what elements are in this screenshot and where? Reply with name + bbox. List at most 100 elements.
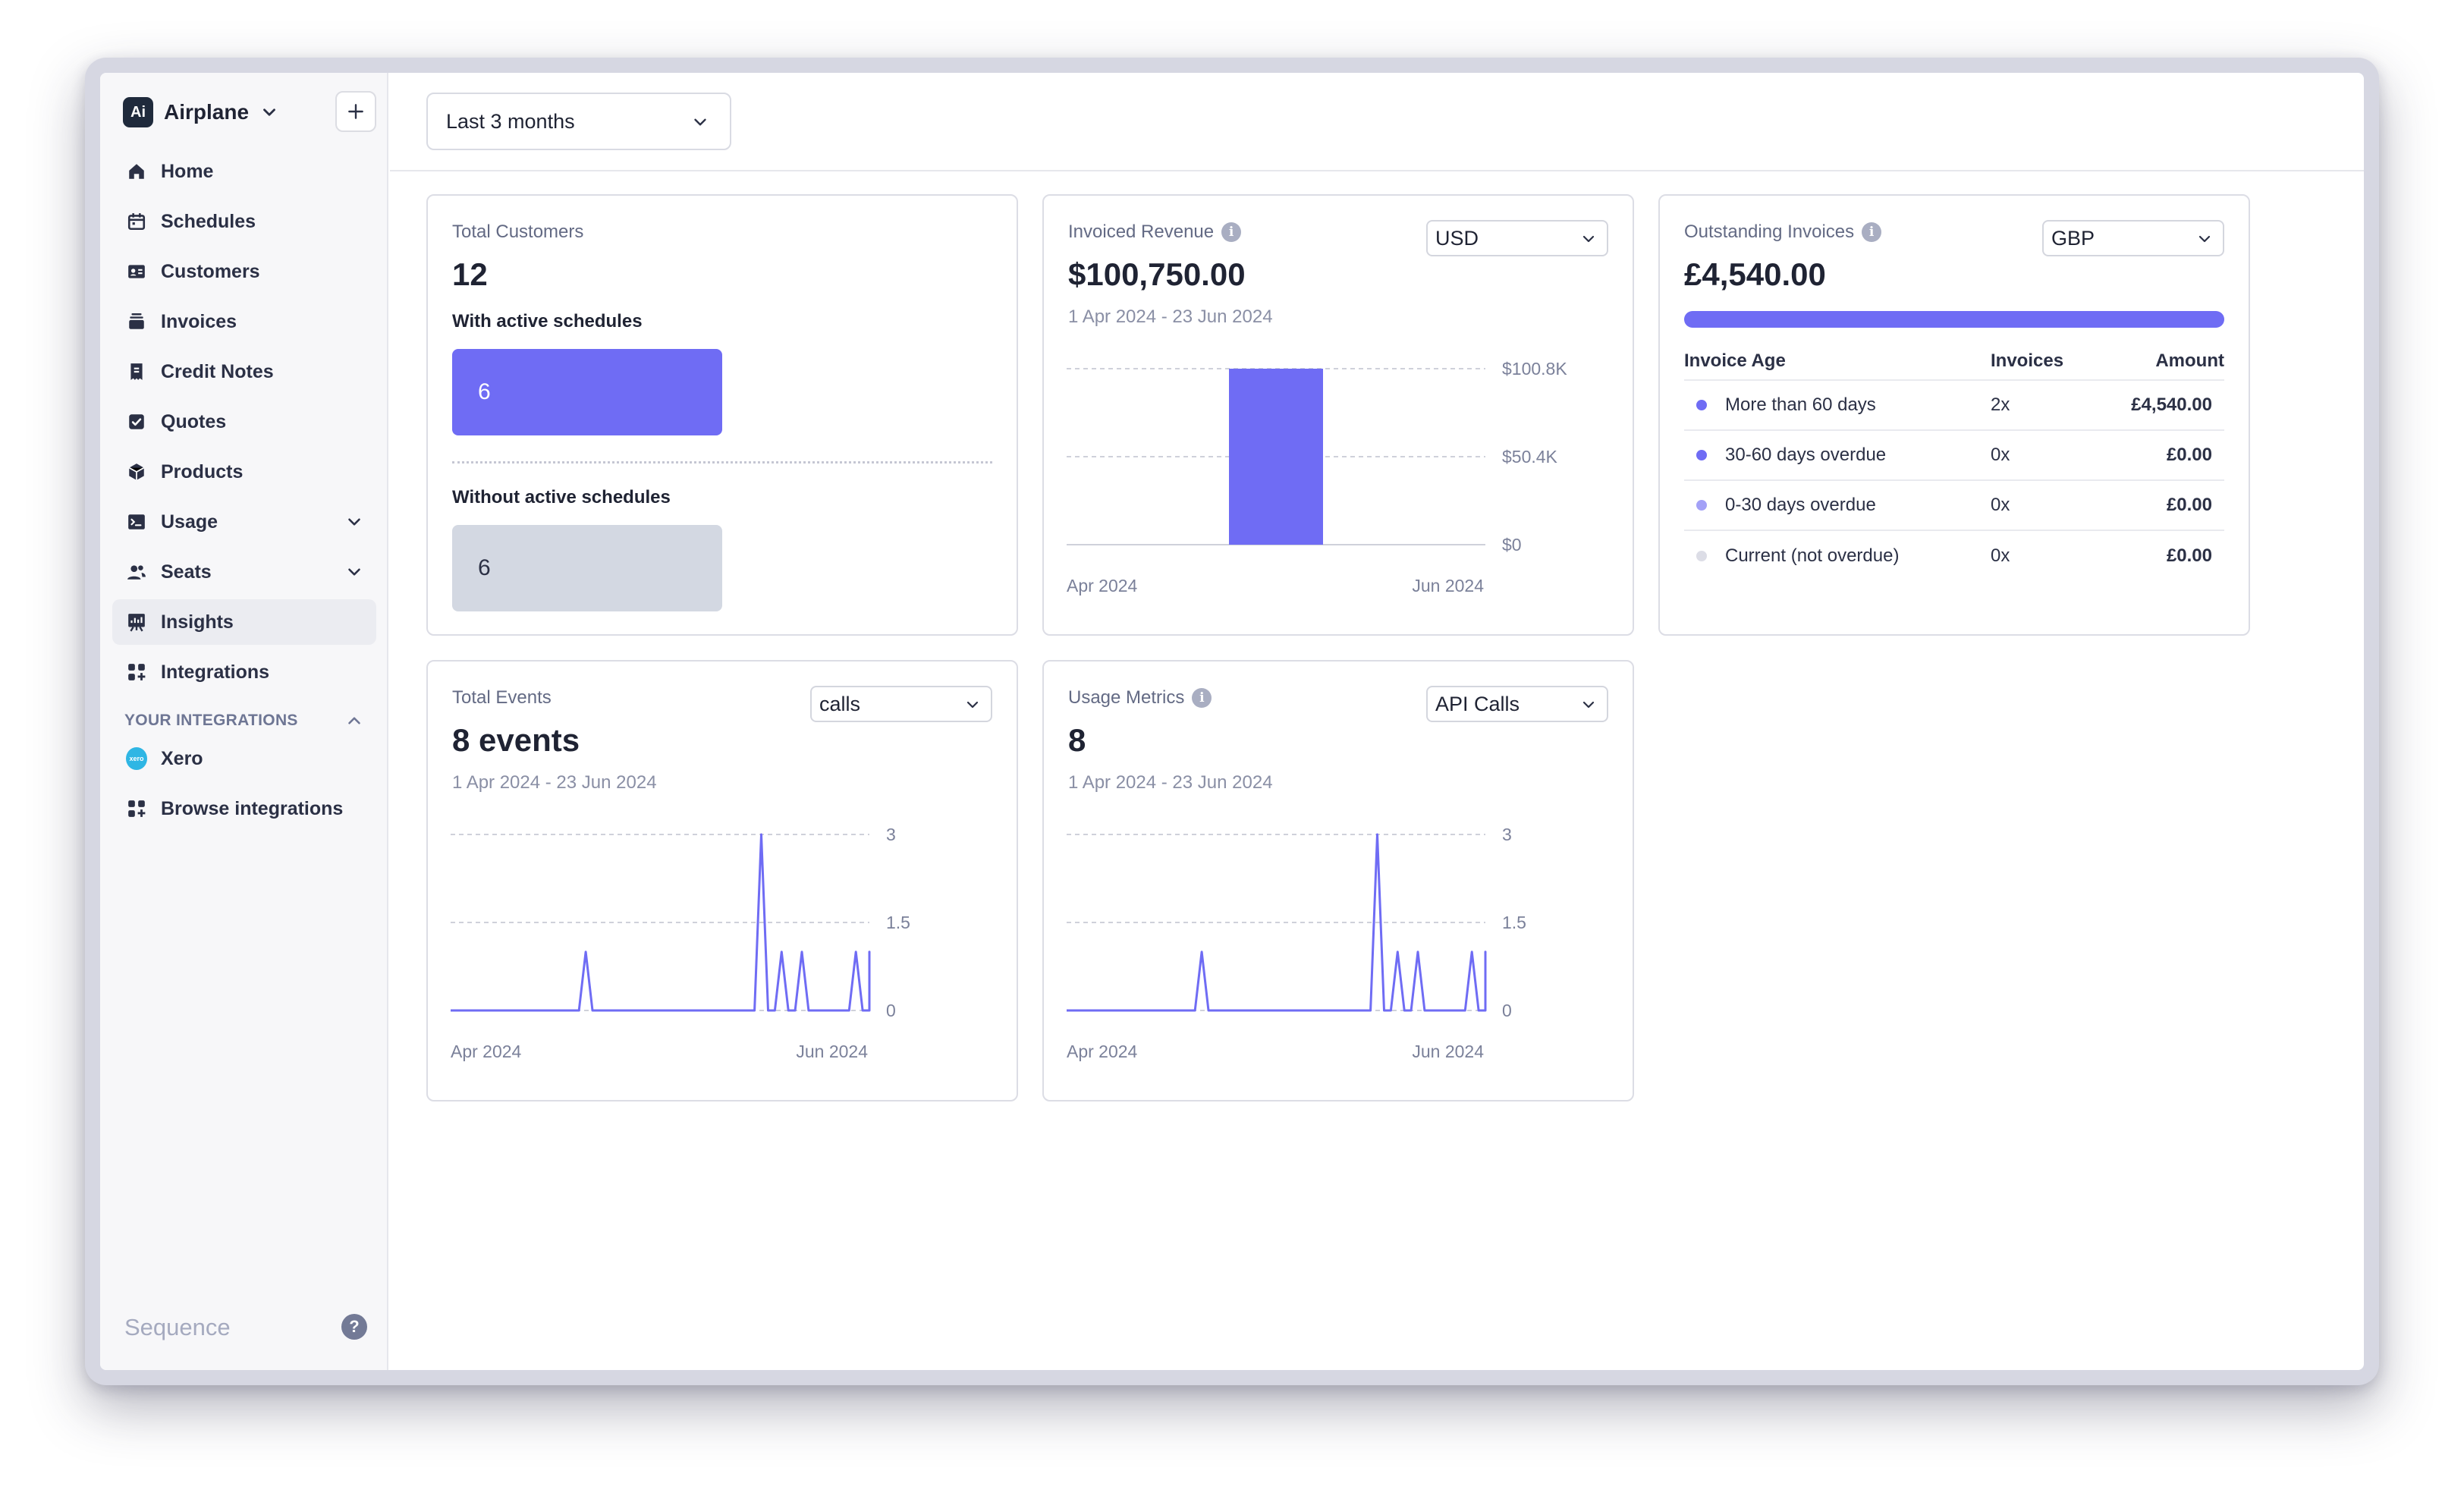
chevron-down-icon — [1582, 701, 1595, 709]
date-range-select[interactable]: Last 3 months — [426, 93, 731, 150]
card-title-text: Total Events — [452, 687, 552, 708]
sidebar-item-home[interactable]: Home — [112, 149, 376, 194]
outstanding-value: £4,540.00 — [1684, 256, 1826, 292]
integrations-section-title: YOUR INTEGRATIONS — [124, 712, 298, 729]
date-range-label: 1 Apr 2024 - 23 Jun 2024 — [1068, 772, 1273, 793]
chevron-down-icon — [1582, 235, 1595, 243]
card-title: Total Events — [452, 687, 552, 709]
sidebar-item-label: Invoices — [161, 310, 237, 332]
y-tick-label: $0 — [1502, 535, 1522, 555]
integrations-section-header[interactable]: YOUR INTEGRATIONS — [112, 706, 376, 736]
sidebar-item-label: Seats — [161, 561, 212, 583]
currency-select[interactable]: GBP — [2042, 220, 2224, 256]
sidebar: Ai Airplane Home Schedules Customers Inv… — [100, 73, 388, 1370]
sidebar-item-seats[interactable]: Seats — [112, 549, 376, 595]
credit-note-icon — [126, 361, 147, 382]
info-icon[interactable]: i — [1862, 222, 1882, 242]
row-age: 30-60 days overdue — [1725, 445, 1887, 465]
event-unit-select[interactable]: calls — [810, 686, 992, 722]
y-tick-label: 1.5 — [886, 913, 910, 932]
sidebar-item-label: Home — [161, 160, 214, 182]
users-icon — [126, 561, 147, 583]
info-icon[interactable]: i — [1192, 688, 1212, 708]
column-header: Invoice Age — [1684, 350, 1786, 371]
sidebar-item-label: Credit Notes — [161, 360, 274, 382]
table-row: Current (not overdue) 0x £0.00 — [1684, 531, 2224, 581]
sidebar-item-integrations[interactable]: Integrations — [112, 649, 376, 695]
sidebar-item-schedules[interactable]: Schedules — [112, 199, 376, 244]
x-tick-label: Jun 2024 — [1412, 1042, 1484, 1061]
invoiced-revenue-card: Invoiced Revenue i USD $100,750.00 1 Apr… — [1042, 194, 1634, 636]
chevron-down-icon[interactable] — [344, 562, 364, 582]
sidebar-item-usage[interactable]: Usage — [112, 499, 376, 545]
total-events-card: Total Events calls 8 events 1 Apr 2024 -… — [426, 660, 1018, 1101]
home-icon — [126, 161, 147, 182]
sidebar-item-xero[interactable]: xero Xero — [112, 736, 376, 781]
chevron-up-icon[interactable] — [344, 711, 364, 731]
chevron-down-icon — [2198, 235, 2211, 243]
card-title: Outstanding Invoices i — [1684, 222, 1882, 243]
without-schedules-label: Without active schedules — [452, 487, 671, 508]
sidebar-item-label: Xero — [161, 747, 203, 769]
column-header: Invoices — [1991, 350, 2064, 371]
add-button[interactable] — [335, 91, 376, 132]
usage-metrics-chart: 0 1.5 3 Apr 2024 Jun 2024 — [1067, 825, 1526, 1061]
chevron-down-icon — [694, 118, 706, 126]
card-title: Invoiced Revenue i — [1068, 222, 1242, 243]
card-title-text: Usage Metrics — [1068, 687, 1185, 708]
card-title: Total Customers — [452, 222, 583, 243]
currency-select[interactable]: USD — [1426, 220, 1608, 256]
row-amount: £4,540.00 — [2131, 394, 2212, 415]
sidebar-item-credit-notes[interactable]: Credit Notes — [112, 349, 376, 394]
sidebar-item-quotes[interactable]: Quotes — [112, 399, 376, 445]
table-row: More than 60 days 2x £4,540.00 — [1684, 381, 2224, 431]
series-line — [451, 833, 871, 1012]
currency-value: GBP — [2051, 226, 2095, 250]
y-tick-label: $50.4K — [1502, 447, 1558, 467]
with-schedules-value: 6 — [478, 379, 491, 404]
org-logo: Ai — [123, 97, 153, 127]
with-schedules-bar[interactable]: 6 — [452, 349, 722, 435]
app-frame: Ai Airplane Home Schedules Customers Inv… — [100, 73, 2364, 1370]
xero-logo-icon: xero — [126, 747, 147, 770]
row-count: 0x — [1991, 445, 2010, 465]
sidebar-item-label: Quotes — [161, 410, 227, 432]
row-amount: £0.00 — [2166, 495, 2212, 515]
sidebar-item-label: Customers — [161, 260, 260, 282]
outstanding-invoices-card: Outstanding Invoices i GBP £4,540.00 Inv… — [1658, 194, 2250, 636]
card-title: Usage Metrics i — [1068, 687, 1212, 709]
sidebar-item-invoices[interactable]: Invoices — [112, 299, 376, 344]
without-schedules-value: 6 — [478, 555, 491, 580]
usage-metrics-value: 8 — [1068, 722, 1086, 758]
row-count: 2x — [1991, 394, 2010, 415]
metric-value: API Calls — [1435, 692, 1520, 715]
plus-icon — [348, 104, 363, 119]
x-tick-label: Jun 2024 — [1412, 576, 1484, 596]
event-unit-value: calls — [819, 692, 861, 715]
brand-logo-text: Sequence — [124, 1314, 231, 1340]
row-amount: £0.00 — [2166, 545, 2212, 566]
org-switcher[interactable]: Ai Airplane — [123, 94, 279, 130]
date-range-value: Last 3 months — [446, 109, 575, 133]
info-icon[interactable]: i — [1221, 222, 1242, 242]
table-row: 30-60 days overdue 0x £0.00 — [1684, 431, 2224, 481]
total-customers-card: Total Customers 12 With active schedules… — [426, 194, 1018, 636]
sidebar-item-browse-integrations[interactable]: Browse integrations — [112, 786, 376, 831]
row-age: Current (not overdue) — [1725, 545, 1900, 566]
chart-board-icon — [126, 611, 147, 633]
sidebar-item-customers[interactable]: Customers — [112, 249, 376, 294]
help-icon[interactable]: ? — [341, 1314, 367, 1340]
terminal-icon — [126, 511, 147, 533]
xero-logo-text: xero — [126, 747, 147, 770]
without-schedules-bar[interactable]: 6 — [452, 525, 722, 611]
sidebar-item-insights[interactable]: Insights — [112, 599, 376, 645]
column-header: Amount — [2155, 350, 2224, 371]
sidebar-item-products[interactable]: Products — [112, 449, 376, 495]
invoiced-revenue-chart: $0 $50.4K $100.8K Apr 2024 Jun 2024 — [1067, 359, 1567, 596]
row-count: 0x — [1991, 545, 2010, 566]
y-tick-label: 0 — [1502, 1001, 1512, 1020]
quote-check-icon — [126, 411, 147, 432]
chevron-down-icon[interactable] — [344, 512, 364, 532]
date-range-label: 1 Apr 2024 - 23 Jun 2024 — [452, 772, 657, 793]
metric-select[interactable]: API Calls — [1426, 686, 1608, 722]
